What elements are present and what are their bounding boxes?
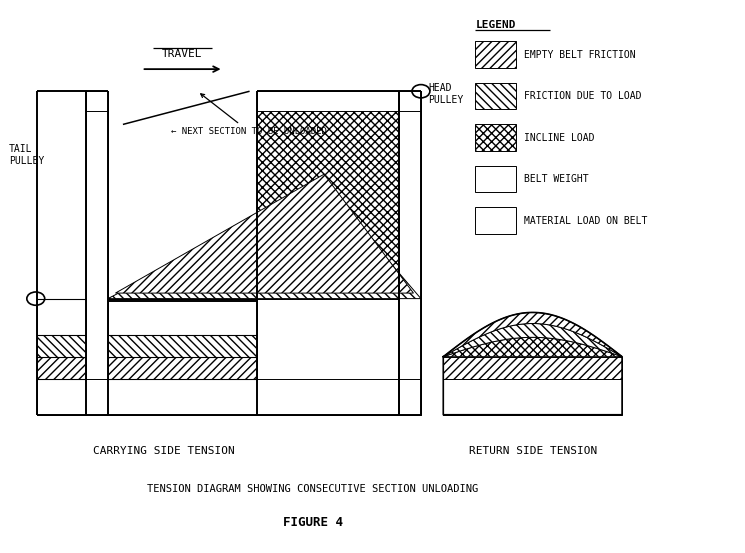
Text: CARRYING SIDE TENSION: CARRYING SIDE TENSION — [93, 446, 235, 456]
Polygon shape — [475, 207, 516, 234]
Text: HEAD
PULLEY: HEAD PULLEY — [428, 83, 463, 105]
Polygon shape — [399, 91, 421, 111]
Polygon shape — [475, 83, 516, 109]
Polygon shape — [475, 166, 516, 192]
Polygon shape — [86, 91, 108, 379]
Polygon shape — [257, 91, 399, 299]
Polygon shape — [257, 91, 399, 111]
Polygon shape — [37, 299, 86, 335]
Polygon shape — [443, 337, 622, 357]
Polygon shape — [399, 91, 421, 415]
Text: TENSION DIAGRAM SHOWING CONSECUTIVE SECTION UNLOADING: TENSION DIAGRAM SHOWING CONSECUTIVE SECT… — [148, 484, 478, 494]
Text: ← NEXT SECTION TO BE UNLOADED: ← NEXT SECTION TO BE UNLOADED — [171, 94, 327, 136]
Polygon shape — [108, 335, 257, 357]
Polygon shape — [443, 379, 622, 415]
Polygon shape — [37, 357, 86, 379]
Polygon shape — [37, 335, 86, 357]
Polygon shape — [108, 357, 257, 379]
Text: MATERIAL LOAD ON BELT: MATERIAL LOAD ON BELT — [524, 216, 647, 226]
Polygon shape — [108, 299, 257, 335]
Text: TRAVEL: TRAVEL — [162, 49, 203, 59]
Polygon shape — [443, 312, 622, 357]
Text: FRICTION DUE TO LOAD: FRICTION DUE TO LOAD — [524, 91, 641, 101]
Polygon shape — [108, 202, 421, 415]
Polygon shape — [108, 185, 421, 299]
Polygon shape — [475, 124, 516, 151]
Polygon shape — [257, 299, 399, 415]
Polygon shape — [475, 41, 516, 68]
Polygon shape — [443, 324, 622, 357]
Text: RETURN SIDE TENSION: RETURN SIDE TENSION — [469, 446, 597, 456]
Text: LEGEND: LEGEND — [475, 20, 516, 30]
Polygon shape — [115, 174, 413, 293]
Text: TAIL
PULLEY: TAIL PULLEY — [9, 144, 44, 166]
Text: FIGURE 4: FIGURE 4 — [283, 516, 343, 529]
Polygon shape — [37, 379, 421, 415]
Polygon shape — [86, 91, 108, 111]
Text: BELT WEIGHT: BELT WEIGHT — [524, 174, 589, 184]
Polygon shape — [443, 357, 622, 379]
Text: INCLINE LOAD: INCLINE LOAD — [524, 133, 595, 143]
Text: EMPTY BELT FRICTION: EMPTY BELT FRICTION — [524, 50, 635, 60]
